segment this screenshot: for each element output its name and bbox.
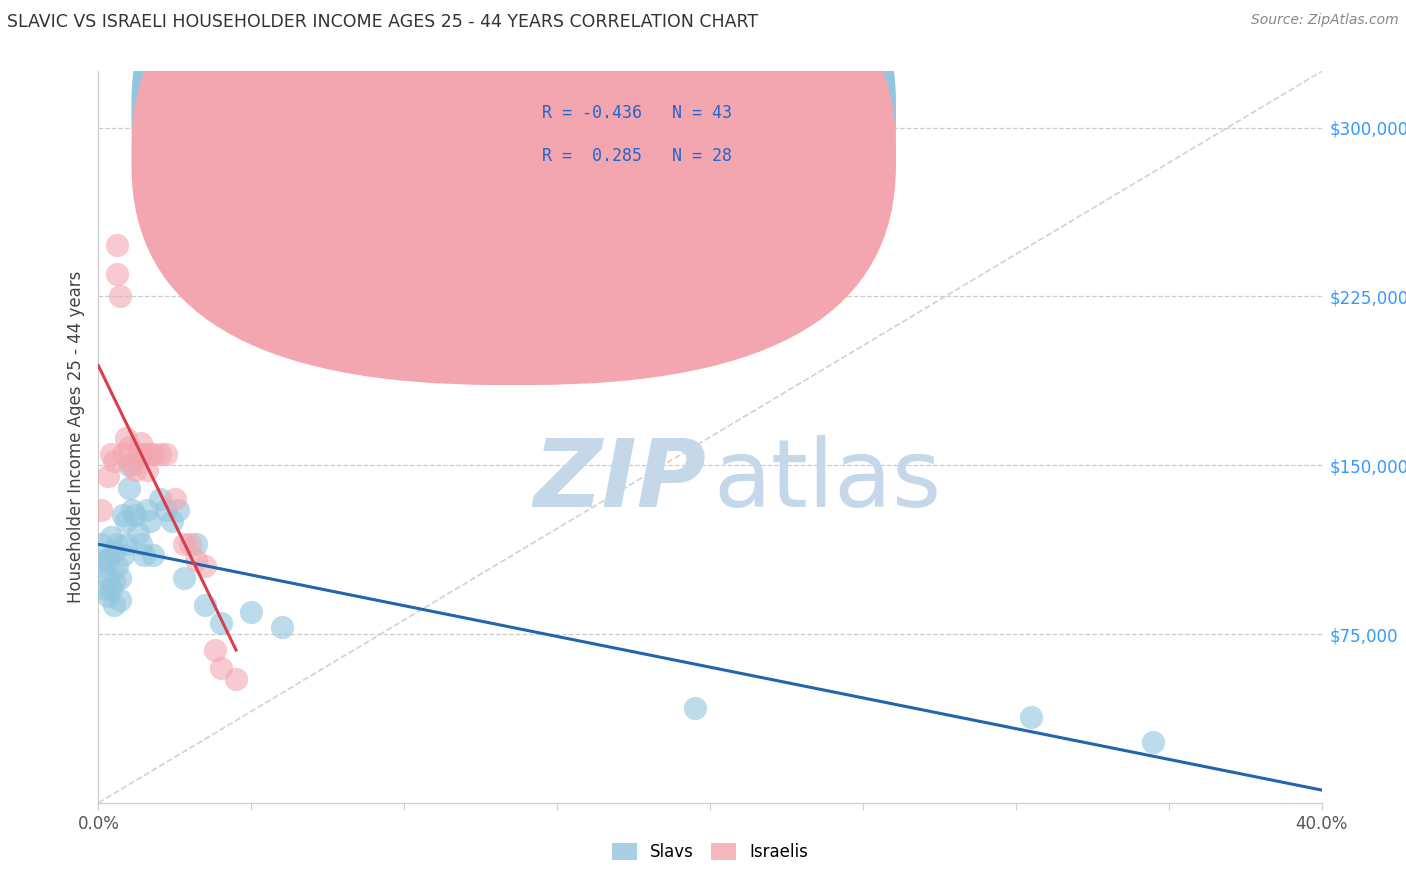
- Point: [142, 548, 165, 562]
- Point: [103, 543, 125, 558]
- Point: [103, 453, 125, 467]
- Point: [160, 515, 183, 529]
- Point: [179, 537, 201, 551]
- Point: [139, 515, 162, 529]
- Point: [93, 553, 115, 567]
- Point: [97, 589, 120, 603]
- Point: [127, 447, 149, 461]
- Point: [204, 642, 226, 657]
- Point: [90, 537, 112, 551]
- Point: [97, 571, 120, 585]
- Point: [155, 447, 177, 461]
- Text: R =  0.285   N = 28: R = 0.285 N = 28: [543, 147, 733, 166]
- Point: [100, 530, 122, 544]
- Y-axis label: Householder Income Ages 25 - 44 years: Householder Income Ages 25 - 44 years: [66, 271, 84, 603]
- Point: [105, 267, 128, 281]
- Point: [683, 701, 706, 715]
- Point: [1142, 735, 1164, 749]
- Point: [173, 537, 195, 551]
- Point: [186, 553, 208, 567]
- Point: [100, 582, 122, 596]
- Point: [136, 463, 159, 477]
- Point: [97, 469, 120, 483]
- Point: [124, 508, 146, 522]
- Point: [129, 435, 152, 450]
- Point: [111, 508, 134, 522]
- Point: [155, 503, 177, 517]
- Point: [139, 447, 162, 461]
- Point: [142, 447, 165, 461]
- Point: [209, 661, 232, 675]
- Point: [115, 431, 138, 445]
- Point: [118, 440, 141, 454]
- Point: [103, 575, 125, 590]
- Point: [115, 537, 138, 551]
- Point: [127, 525, 149, 540]
- Point: [173, 571, 195, 585]
- Point: [108, 571, 131, 585]
- Text: atlas: atlas: [714, 435, 942, 527]
- Point: [240, 605, 263, 619]
- Point: [111, 447, 134, 461]
- Point: [186, 537, 208, 551]
- FancyBboxPatch shape: [471, 75, 851, 185]
- Text: Source: ZipAtlas.com: Source: ZipAtlas.com: [1251, 13, 1399, 28]
- Point: [121, 503, 143, 517]
- Point: [108, 593, 131, 607]
- Point: [105, 559, 128, 574]
- Point: [118, 481, 141, 495]
- Point: [93, 582, 115, 596]
- Point: [118, 458, 141, 473]
- FancyBboxPatch shape: [131, 0, 896, 385]
- Point: [194, 598, 217, 612]
- Point: [167, 503, 190, 517]
- Point: [149, 447, 172, 461]
- Point: [90, 559, 112, 574]
- Point: [105, 537, 128, 551]
- FancyBboxPatch shape: [131, 0, 896, 342]
- Text: R = -0.436   N = 43: R = -0.436 N = 43: [543, 103, 733, 122]
- Point: [121, 458, 143, 473]
- Point: [90, 503, 112, 517]
- Point: [97, 553, 120, 567]
- Point: [124, 463, 146, 477]
- Point: [134, 548, 156, 562]
- Point: [134, 447, 156, 461]
- Point: [111, 548, 134, 562]
- Point: [129, 537, 152, 551]
- Point: [115, 515, 138, 529]
- Legend: Slavs, Israelis: Slavs, Israelis: [606, 836, 814, 868]
- Point: [103, 598, 125, 612]
- Text: ZIP: ZIP: [533, 435, 706, 527]
- Point: [149, 491, 172, 506]
- Point: [108, 289, 131, 303]
- Point: [209, 615, 232, 630]
- Point: [1019, 710, 1042, 724]
- Point: [225, 672, 247, 686]
- Point: [105, 237, 128, 252]
- Point: [163, 491, 186, 506]
- Point: [194, 559, 217, 574]
- Text: SLAVIC VS ISRAELI HOUSEHOLDER INCOME AGES 25 - 44 YEARS CORRELATION CHART: SLAVIC VS ISRAELI HOUSEHOLDER INCOME AGE…: [7, 13, 758, 31]
- Point: [100, 447, 122, 461]
- Point: [136, 503, 159, 517]
- Point: [270, 620, 292, 634]
